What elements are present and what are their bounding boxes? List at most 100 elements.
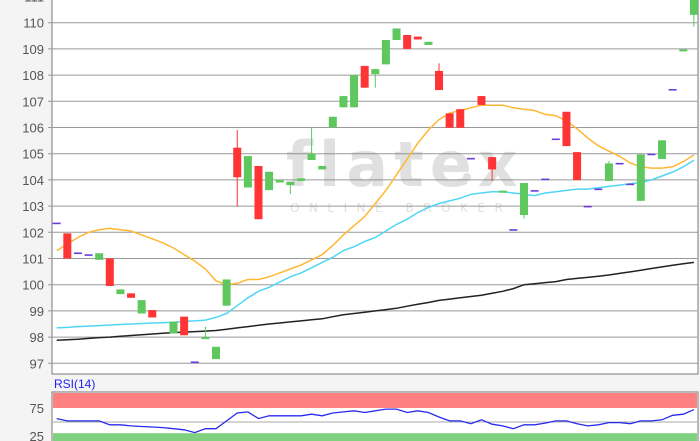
- candle-body-up: [137, 300, 146, 314]
- candle-body-down: [233, 147, 242, 178]
- moving-averages: [56, 104, 695, 341]
- candle-body-up: [658, 140, 667, 159]
- candle-body-up: [212, 346, 220, 360]
- candle-body-up: [286, 181, 295, 186]
- y-tick-label: 111: [24, 0, 44, 5]
- candle: [413, 36, 422, 40]
- candle-body-down: [180, 316, 189, 336]
- candle-body-up: [201, 337, 210, 340]
- candle-body-up: [222, 279, 231, 306]
- y-tick-label: 102: [22, 225, 44, 240]
- candle-body-up: [604, 163, 613, 181]
- candle: [296, 178, 305, 181]
- candle-body-up: [307, 153, 316, 160]
- y-tick-label: 103: [22, 199, 44, 214]
- candle-body-down: [127, 293, 136, 298]
- candle-body-down: [105, 258, 114, 287]
- candle: [371, 69, 380, 88]
- price-axis-ticks: 97 98 99 100 101 102 103 104 105 106 107 108 109 110 1…: [22, 0, 44, 371]
- candle: [456, 109, 465, 128]
- watermark-tagline: ONLINE BROKER: [290, 201, 512, 215]
- candle: [424, 41, 433, 45]
- candle-body-up: [424, 41, 433, 45]
- candle: [636, 154, 645, 201]
- candle-body-down: [254, 166, 263, 220]
- candle: [435, 63, 444, 91]
- candles: [52, 0, 698, 364]
- candle: [392, 28, 401, 40]
- candle-body-up: [689, 0, 698, 15]
- candle-body-up: [381, 39, 390, 65]
- candle: [243, 156, 252, 188]
- candle-body-down: [488, 157, 497, 170]
- y-tick-label: 99: [30, 304, 44, 319]
- candle-body-down: [360, 65, 369, 88]
- candle-body-up: [371, 69, 380, 75]
- y-tick-label: 101: [22, 252, 44, 267]
- candle: [360, 65, 369, 88]
- ma-short-line: [56, 104, 695, 286]
- candle-body-down: [403, 35, 412, 49]
- candle-body-down: [413, 36, 422, 40]
- candle: [689, 0, 698, 27]
- candle-body-up: [169, 321, 178, 334]
- rsi-tick-label: 25: [30, 429, 44, 441]
- candle: [233, 130, 242, 207]
- y-tick-label: 100: [22, 278, 44, 293]
- candle-body-up: [339, 96, 348, 108]
- candle: [445, 113, 454, 128]
- candle-body-up: [243, 156, 252, 188]
- candle-body-down: [477, 96, 486, 105]
- candle: [95, 253, 104, 260]
- candle: [403, 35, 412, 49]
- candle-body-up: [116, 289, 125, 295]
- y-tick-label: 109: [22, 42, 44, 57]
- rsi-title: RSI(14): [54, 377, 96, 391]
- candle-body-up: [679, 49, 688, 52]
- candle: [148, 310, 157, 318]
- candle: [275, 179, 284, 183]
- y-tick-label: 98: [30, 330, 44, 345]
- flatex-watermark-logo: flatex ONLINE BROKER: [286, 128, 524, 215]
- candle-body-up: [498, 190, 507, 193]
- candle: [127, 293, 136, 298]
- y-tick-label: 106: [22, 121, 44, 136]
- candle: [498, 190, 507, 193]
- candle: [169, 321, 178, 334]
- y-tick-label: 104: [22, 173, 44, 188]
- candle-body-up: [265, 171, 274, 191]
- candle: [318, 166, 327, 170]
- y-tick-label: 105: [22, 147, 44, 162]
- candle: [137, 300, 146, 314]
- rsi-oversold-zone: [53, 433, 697, 441]
- candle: [222, 279, 231, 306]
- candle-body-up: [95, 253, 104, 260]
- rsi-panel: 75 25: [30, 393, 697, 441]
- candle-body-up: [328, 116, 337, 128]
- candle-body-down: [435, 70, 444, 91]
- candle: [254, 166, 263, 220]
- ma-long-line: [56, 261, 694, 341]
- y-tick-label: 110: [23, 16, 44, 31]
- candle: [477, 96, 486, 105]
- candle: [105, 258, 114, 287]
- y-tick-label: 107: [22, 94, 44, 109]
- candle-body-up: [636, 154, 645, 201]
- candle: [212, 346, 220, 360]
- candle-body-down: [573, 152, 582, 181]
- candle: [307, 127, 316, 160]
- candle-body-down: [562, 111, 571, 147]
- candle-body-down: [445, 113, 454, 128]
- price-grid: [48, 22, 698, 364]
- candle-body-up: [350, 75, 359, 108]
- candle: [63, 233, 72, 259]
- y-tick-label: 97: [30, 356, 44, 371]
- candle-body-up: [296, 178, 305, 181]
- candle-body-down: [148, 310, 157, 318]
- watermark-brand: flatex: [286, 128, 524, 201]
- candle-body-down: [63, 233, 72, 259]
- candle: [658, 140, 667, 159]
- candle: [488, 157, 497, 181]
- candle-body-up: [318, 166, 327, 170]
- candle: [328, 116, 337, 128]
